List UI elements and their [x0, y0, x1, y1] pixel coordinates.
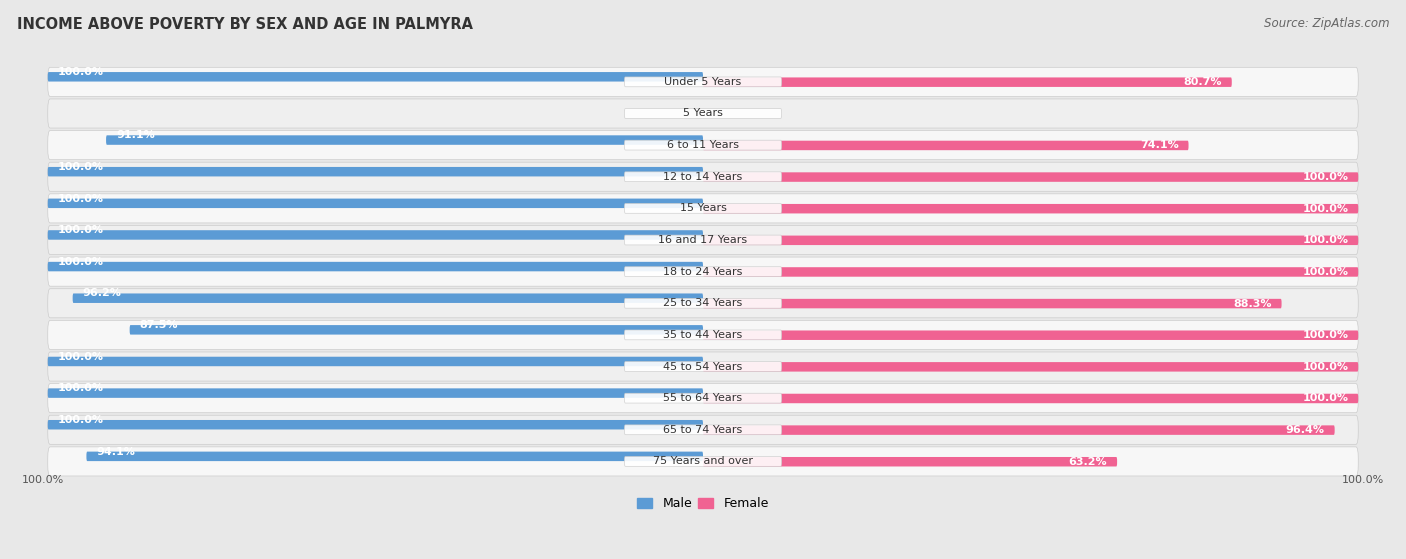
FancyBboxPatch shape: [48, 357, 703, 366]
FancyBboxPatch shape: [48, 67, 1358, 96]
FancyBboxPatch shape: [703, 172, 1358, 182]
FancyBboxPatch shape: [86, 452, 703, 461]
FancyBboxPatch shape: [48, 389, 703, 398]
FancyBboxPatch shape: [624, 330, 782, 340]
FancyBboxPatch shape: [624, 108, 782, 119]
Text: 100.0%: 100.0%: [1343, 475, 1385, 485]
FancyBboxPatch shape: [624, 172, 782, 182]
Text: 88.3%: 88.3%: [1233, 299, 1272, 309]
Text: 65 to 74 Years: 65 to 74 Years: [664, 425, 742, 435]
Text: INCOME ABOVE POVERTY BY SEX AND AGE IN PALMYRA: INCOME ABOVE POVERTY BY SEX AND AGE IN P…: [17, 17, 472, 32]
Text: 100.0%: 100.0%: [58, 415, 104, 425]
FancyBboxPatch shape: [73, 293, 703, 303]
FancyBboxPatch shape: [624, 362, 782, 371]
FancyBboxPatch shape: [48, 194, 1358, 223]
FancyBboxPatch shape: [48, 257, 1358, 286]
FancyBboxPatch shape: [48, 198, 703, 208]
FancyBboxPatch shape: [48, 167, 703, 177]
FancyBboxPatch shape: [48, 225, 1358, 254]
FancyBboxPatch shape: [48, 99, 1358, 128]
Text: 87.5%: 87.5%: [139, 320, 179, 330]
FancyBboxPatch shape: [48, 262, 703, 271]
FancyBboxPatch shape: [48, 288, 1358, 318]
Text: 100.0%: 100.0%: [1302, 267, 1348, 277]
Text: 5 Years: 5 Years: [683, 108, 723, 119]
Text: 100.0%: 100.0%: [58, 225, 104, 235]
Text: 25 to 34 Years: 25 to 34 Years: [664, 299, 742, 308]
FancyBboxPatch shape: [624, 394, 782, 403]
FancyBboxPatch shape: [703, 425, 1334, 435]
FancyBboxPatch shape: [624, 77, 782, 87]
Text: 96.2%: 96.2%: [83, 288, 121, 299]
FancyBboxPatch shape: [624, 267, 782, 277]
Legend: Male, Female: Male, Female: [633, 492, 773, 515]
Text: 12 to 14 Years: 12 to 14 Years: [664, 172, 742, 182]
Text: 100.0%: 100.0%: [58, 162, 104, 172]
Text: 80.7%: 80.7%: [1184, 77, 1222, 87]
FancyBboxPatch shape: [624, 235, 782, 245]
Text: 16 and 17 Years: 16 and 17 Years: [658, 235, 748, 245]
Text: 100.0%: 100.0%: [1302, 172, 1348, 182]
FancyBboxPatch shape: [48, 72, 703, 82]
FancyBboxPatch shape: [703, 141, 1188, 150]
Text: 45 to 54 Years: 45 to 54 Years: [664, 362, 742, 372]
FancyBboxPatch shape: [703, 362, 1358, 372]
FancyBboxPatch shape: [48, 415, 1358, 444]
Text: 15 Years: 15 Years: [679, 203, 727, 214]
Text: 63.2%: 63.2%: [1069, 457, 1108, 467]
FancyBboxPatch shape: [624, 140, 782, 150]
Text: Source: ZipAtlas.com: Source: ZipAtlas.com: [1264, 17, 1389, 30]
FancyBboxPatch shape: [48, 383, 1358, 413]
Text: 74.1%: 74.1%: [1140, 140, 1178, 150]
Text: 94.1%: 94.1%: [96, 447, 135, 457]
FancyBboxPatch shape: [624, 425, 782, 435]
Text: 100.0%: 100.0%: [1302, 203, 1348, 214]
Text: 75 Years and over: 75 Years and over: [652, 456, 754, 466]
FancyBboxPatch shape: [48, 131, 1358, 160]
FancyBboxPatch shape: [48, 162, 1358, 191]
FancyBboxPatch shape: [703, 457, 1118, 466]
Text: 35 to 44 Years: 35 to 44 Years: [664, 330, 742, 340]
FancyBboxPatch shape: [624, 457, 782, 466]
FancyBboxPatch shape: [105, 135, 703, 145]
FancyBboxPatch shape: [48, 320, 1358, 349]
FancyBboxPatch shape: [624, 299, 782, 308]
FancyBboxPatch shape: [703, 78, 1232, 87]
Text: 100.0%: 100.0%: [58, 383, 104, 394]
FancyBboxPatch shape: [48, 447, 1358, 476]
Text: 6 to 11 Years: 6 to 11 Years: [666, 140, 740, 150]
Text: Under 5 Years: Under 5 Years: [665, 77, 741, 87]
FancyBboxPatch shape: [703, 204, 1358, 214]
FancyBboxPatch shape: [48, 420, 703, 429]
Text: 96.4%: 96.4%: [1286, 425, 1324, 435]
Text: 91.1%: 91.1%: [115, 130, 155, 140]
Text: 100.0%: 100.0%: [58, 193, 104, 203]
Text: 100.0%: 100.0%: [1302, 394, 1348, 404]
Text: 100.0%: 100.0%: [58, 352, 104, 362]
Text: 100.0%: 100.0%: [58, 257, 104, 267]
FancyBboxPatch shape: [48, 352, 1358, 381]
Text: 100.0%: 100.0%: [21, 475, 63, 485]
Text: 100.0%: 100.0%: [1302, 330, 1348, 340]
Text: 18 to 24 Years: 18 to 24 Years: [664, 267, 742, 277]
FancyBboxPatch shape: [703, 267, 1358, 277]
FancyBboxPatch shape: [703, 330, 1358, 340]
Text: 100.0%: 100.0%: [58, 67, 104, 77]
FancyBboxPatch shape: [129, 325, 703, 335]
FancyBboxPatch shape: [703, 299, 1282, 309]
FancyBboxPatch shape: [624, 203, 782, 214]
Text: 55 to 64 Years: 55 to 64 Years: [664, 393, 742, 403]
FancyBboxPatch shape: [703, 235, 1358, 245]
Text: 100.0%: 100.0%: [1302, 362, 1348, 372]
FancyBboxPatch shape: [703, 394, 1358, 403]
Text: 100.0%: 100.0%: [1302, 235, 1348, 245]
FancyBboxPatch shape: [48, 230, 703, 240]
